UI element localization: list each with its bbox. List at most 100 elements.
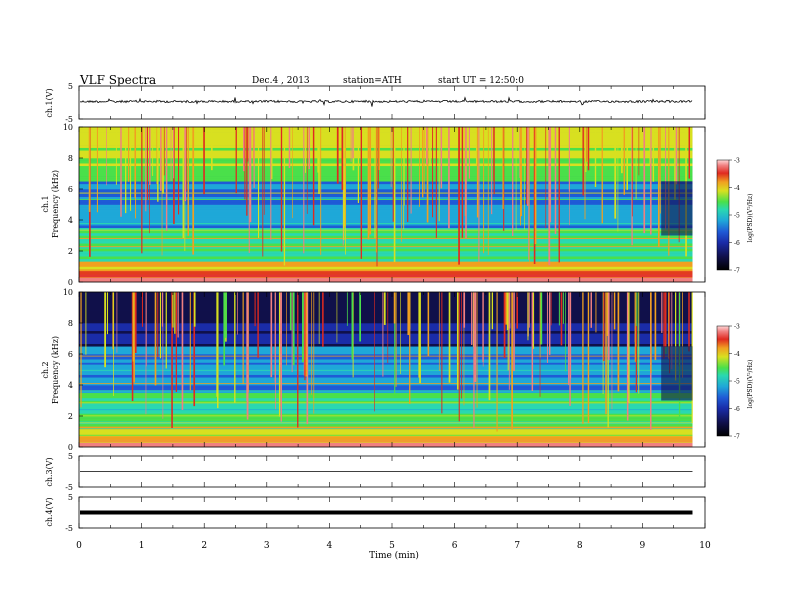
y-tick-label: 2 [68,412,73,421]
frequency-band [79,364,693,368]
frequency-band [79,147,693,151]
ch1-colorbar-gradient [716,159,730,271]
frequency-band [79,372,693,375]
frequency-band [79,307,693,311]
y-tick-label: 8 [68,154,73,163]
frequency-band [79,170,693,174]
colorbar-tick-label: -5 [734,213,740,220]
ch4-waveform-panel: 5 -5 [65,493,706,533]
frequency-band [79,382,693,386]
frequency-band [79,176,693,179]
frequency-band [79,214,693,218]
frequency-band [79,441,693,445]
frequency-band [79,263,693,267]
frequency-band [79,266,693,270]
colorbar-tick-label: -6 [734,240,740,247]
y-tick-label: 5 [68,452,73,461]
frequency-band [79,137,693,141]
frequency-band [79,405,693,409]
y-tick-label: 8 [68,319,73,328]
frequency-band [79,348,693,352]
ch2-colorbar-gradient [716,325,730,437]
frequency-band [79,132,693,136]
x-tick-label: 1 [139,541,145,551]
frequency-band [79,253,693,257]
frequency-band [79,165,693,169]
frequency-band [79,304,693,308]
colorbar-tick-label: -4 [734,185,740,192]
frequency-band [79,431,693,435]
ch1-waveform-line [79,96,693,107]
time-axis-label: Time (min) [369,550,419,561]
y-tick-label: -5 [65,115,73,124]
y-tick-label: -5 [65,483,73,492]
frequency-band [79,194,693,198]
frequency-band [79,235,693,239]
ch2-spectrogram-panel: 0 2 4 6 8 10 [63,288,706,452]
frequency-band [79,207,693,210]
frequency-band [79,145,693,148]
x-tick-label: 7 [514,541,520,551]
frequency-band [79,392,693,396]
x-tick-label: 2 [201,541,207,551]
ch2-spectrogram-channel-label: ch.2 [41,361,50,378]
frequency-band [79,189,693,192]
ch3-waveform-panel: 5 -5 [65,452,706,492]
ch3-waveform-ylabel: ch.3(V) [45,457,54,486]
frequency-band [79,403,693,406]
frequency-band [79,245,693,249]
frequency-band [79,385,693,388]
frequency-band [79,292,693,295]
frequency-band [79,168,693,172]
colorbar-tick-label: -5 [734,379,740,386]
frequency-band [79,343,693,347]
y-tick-label: 5 [68,82,73,91]
ch1-colorbar: -3 -4 -5 -6 -7 log(PSD)(V²/Hz) [716,158,754,275]
frequency-band [79,199,693,203]
frequency-band [79,397,693,401]
ch1-waveform-panel: 5 -5 [65,82,706,124]
frequency-band [79,335,693,339]
y-tick-label: 0 [68,443,73,452]
dark-patch [661,181,693,236]
x-tick-label: 3 [264,541,270,551]
frequency-band [79,310,693,313]
x-tick-label: 5 [389,541,395,551]
frequency-band [79,225,693,229]
frequency-band [79,369,693,373]
colorbar-tick-label: -4 [734,351,740,358]
low-frequency-band [79,436,693,443]
ch2-frequency-ylabel: Frequency (kHz) [51,336,60,404]
frequency-band [79,181,693,185]
frequency-band [79,312,693,316]
frequency-band [79,212,693,216]
y-tick-label: 0 [68,278,73,287]
frequency-band [79,183,693,187]
figure-title: VLF Spectra [79,73,156,87]
y-tick-label: 5 [68,493,73,502]
time-axis: 0 1 2 3 4 5 6 7 8 9 10 [76,541,711,551]
frequency-band [79,416,693,419]
colorbar-tick-label: -7 [734,268,740,275]
y-tick-label: -5 [65,524,73,533]
frequency-band [79,317,693,321]
frequency-band [79,134,693,138]
frequency-band [79,390,693,394]
colorbar-tick-label: -3 [734,158,740,165]
y-tick-label: 6 [68,350,73,359]
ch1-spectrogram-channel-label: ch.1 [41,195,50,212]
frequency-band [79,444,693,448]
frequency-band [79,163,693,167]
frequency-band [79,150,693,154]
frequency-band [79,426,693,430]
y-tick-label: 10 [63,123,73,132]
frequency-band [79,201,693,205]
frequency-band [79,240,693,244]
y-tick-label: 2 [68,247,73,256]
frequency-band [79,251,693,254]
frequency-band [79,227,693,231]
x-tick-label: 8 [577,541,583,551]
frequency-band [79,279,693,283]
start-time-label: start UT = 12:50:0 [438,76,524,86]
